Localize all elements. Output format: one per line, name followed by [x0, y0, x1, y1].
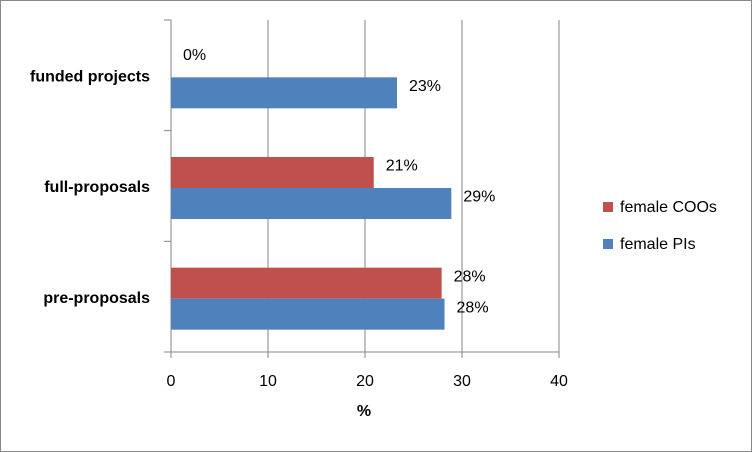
bar [171, 267, 442, 299]
x-tick-label: 20 [356, 373, 374, 390]
bar [171, 77, 398, 109]
value-label: 28% [457, 299, 489, 316]
y-tick-label: funded projects [30, 69, 150, 86]
x-tick-label: 30 [453, 373, 471, 390]
legend-swatch [603, 239, 613, 249]
bar [171, 157, 374, 188]
value-label: 23% [409, 78, 441, 95]
x-tick-label: 40 [550, 373, 568, 390]
value-label: 29% [463, 189, 495, 206]
legend-label: female COOs [620, 199, 717, 216]
x-tick-label: 10 [259, 373, 277, 390]
y-tick-label: full-proposals [44, 179, 150, 196]
x-axis-label: % [357, 403, 371, 420]
legend-swatch [603, 202, 613, 212]
value-label: 0% [183, 47, 206, 64]
value-label: 28% [454, 268, 486, 285]
x-tick-label: 0 [167, 373, 176, 390]
y-tick-label: pre-proposals [43, 290, 150, 307]
legend-label: female PIs [620, 236, 696, 253]
bar [171, 188, 452, 219]
value-label: 21% [386, 158, 418, 175]
bar [171, 298, 445, 330]
